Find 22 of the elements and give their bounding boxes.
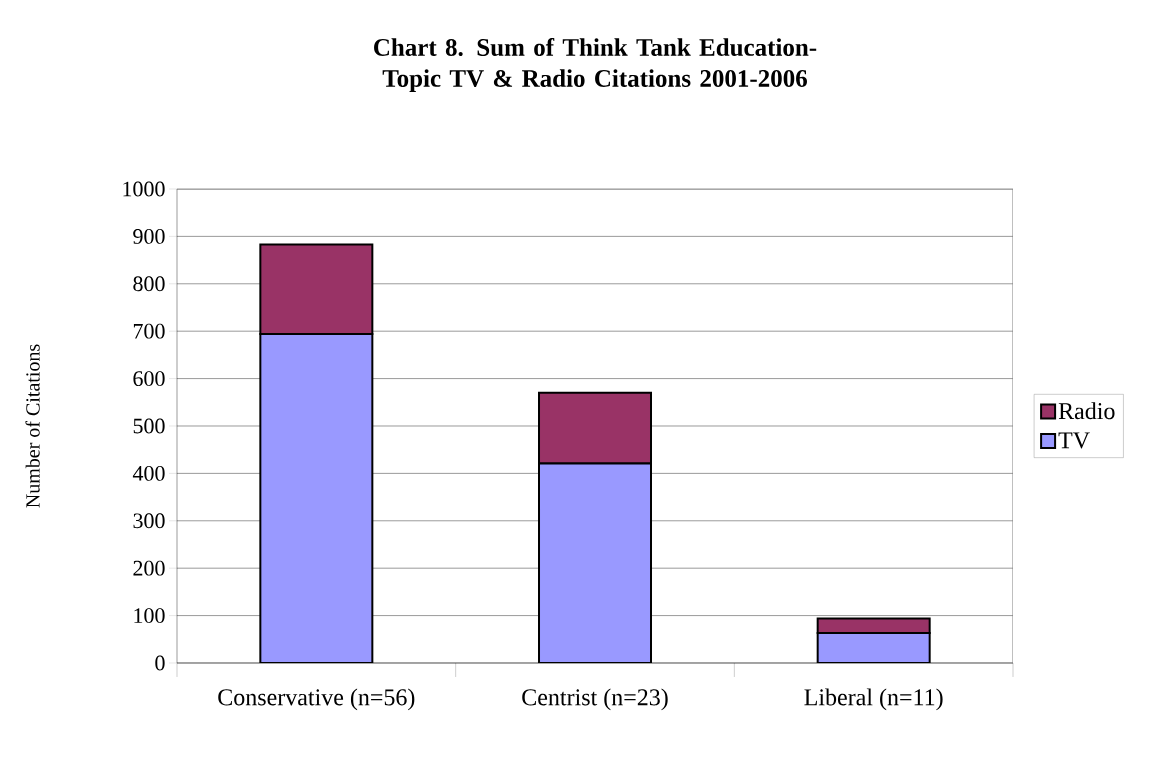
y-tick-label: 800 (133, 276, 165, 292)
y-tick-label: 100 (134, 608, 165, 624)
bar (538, 462, 653, 663)
y-tick-label: 300 (133, 513, 165, 529)
x-tick-label: Conservative (n=56) (218, 688, 415, 711)
x-tick-label: Liberal (n=11) (804, 688, 943, 711)
y-tick-label: 1000 (123, 181, 165, 197)
y-tick-label: 400 (132, 465, 165, 481)
bar (816, 632, 931, 663)
y-tick-label: 0 (155, 655, 165, 671)
y-tick-label: 500 (133, 418, 165, 434)
y-tick-label: 200 (133, 560, 165, 576)
y-tick-label: 600 (133, 371, 165, 387)
bar (538, 391, 653, 465)
chart-title: Chart 8. Sum of Think Tank Education-Topic TV & Radio Citations 2001-2006 (374, 38, 817, 92)
x-tick-label: Centrist (n=23) (522, 688, 668, 711)
legend-label: Radio (1058, 402, 1115, 420)
bar (259, 333, 374, 663)
legend-label: TV (1058, 432, 1090, 449)
y-tick-label: 900 (133, 228, 165, 244)
y-tick-label: 700 (133, 323, 165, 339)
y-axis-title: Number of Citations (25, 344, 40, 508)
